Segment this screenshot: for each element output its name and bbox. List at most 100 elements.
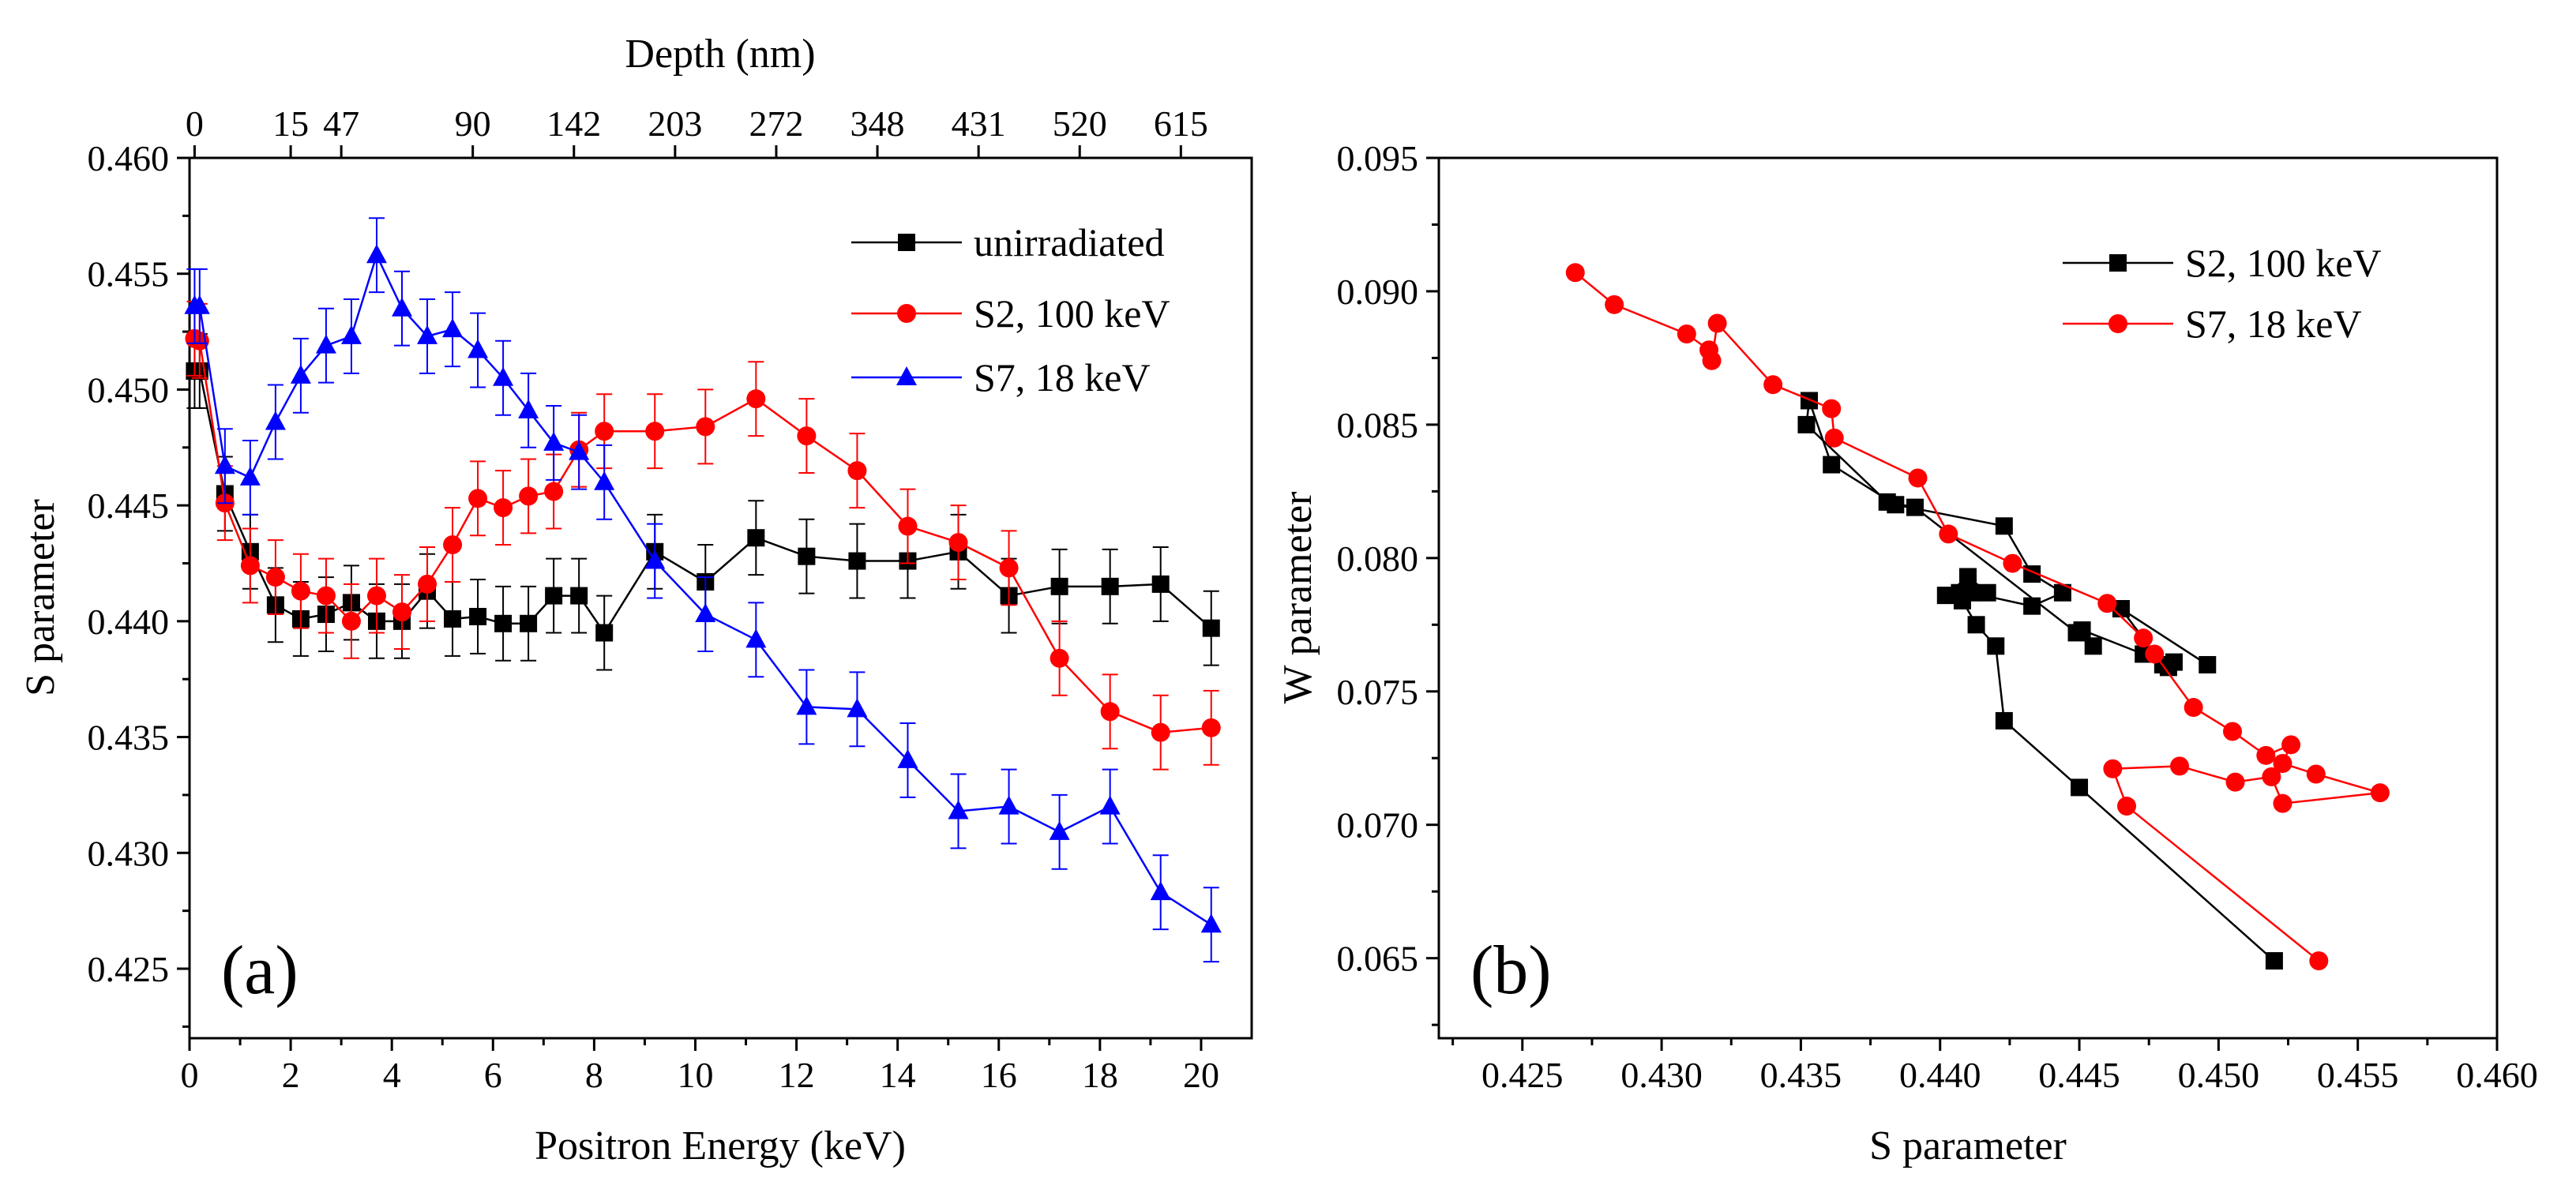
data-point [1200, 913, 1222, 933]
b-x-tick-label: 0.455 [2317, 1055, 2399, 1095]
data-point [1702, 351, 1722, 370]
data-point [695, 603, 716, 623]
data-point [848, 552, 866, 570]
data-point [595, 422, 614, 441]
data-point [2071, 778, 2089, 797]
data-point [1101, 577, 1119, 595]
data-point [443, 535, 463, 555]
data-point [1677, 324, 1696, 343]
panel-b-legend: S2, 100 keV S7, 18 keV [2063, 241, 2382, 346]
a-top-tick-label: 15 [272, 103, 309, 144]
a-x-tick-label: 12 [779, 1055, 815, 1095]
data-point [747, 529, 765, 547]
data-point [998, 795, 1020, 815]
a-x-tick-label: 16 [981, 1055, 1017, 1095]
a-top-tick-label: 348 [851, 103, 905, 144]
a-y-tick-label: 0.430 [88, 833, 170, 873]
a-x-tick-label: 20 [1183, 1055, 1219, 1095]
data-point [2273, 793, 2292, 813]
data-point [2281, 735, 2301, 755]
data-point [341, 611, 361, 631]
data-point [1878, 493, 1896, 511]
data-point [2184, 698, 2203, 718]
data-point [1050, 648, 1069, 668]
legend-label-b-s2: S2, 100 keV [2185, 241, 2382, 285]
data-point [2223, 722, 2242, 741]
data-point [897, 748, 918, 768]
b-x-tick-label: 0.430 [1620, 1055, 1703, 1095]
a-series-2 [184, 217, 1222, 963]
b-x-tick-label: 0.440 [1899, 1055, 1981, 1095]
data-point [366, 586, 386, 606]
panel-a: 0 2 4 6 8 10 12 14 16 18 20 0.425 0.430 0.435 0.440 0.4… [18, 32, 1253, 1168]
data-point [1939, 524, 1958, 544]
panel-b-ticks: 0.425 0.430 0.435 0.440 0.445 0.450 0.455 0.460… [1337, 138, 2538, 1095]
data-point [1050, 577, 1068, 595]
b-series-1 [1565, 263, 2390, 971]
data-point [2265, 952, 2283, 970]
a-y-tick-label: 0.435 [88, 718, 170, 758]
data-point [265, 568, 285, 587]
data-point [898, 516, 918, 536]
b-x-tick-label: 0.460 [2456, 1055, 2538, 1095]
data-point [392, 602, 411, 622]
a-top-tick-label: 142 [546, 103, 601, 144]
data-point [2003, 553, 2022, 573]
data-point [2273, 753, 2292, 773]
legend-label-s7: S7, 18 keV [974, 355, 1151, 399]
data-point [2145, 644, 2165, 664]
data-point [847, 698, 868, 718]
b-y-tick-label: 0.085 [1337, 405, 1419, 445]
b-y-tick-label: 0.090 [1337, 272, 1419, 312]
legend-marker-b-s2 [2109, 254, 2127, 272]
data-point [1962, 583, 1980, 602]
data-point [798, 547, 816, 565]
data-point [570, 587, 588, 605]
panel-a-y-axis-title: S parameter [18, 499, 63, 696]
data-point [2199, 655, 2217, 673]
data-point [494, 614, 513, 632]
data-point [189, 294, 210, 314]
panel-b-series [1565, 263, 2390, 971]
panel-a-top-axis-title: Depth (nm) [625, 32, 815, 77]
data-point [2256, 745, 2276, 765]
a-x-tick-label: 18 [1082, 1055, 1118, 1095]
data-point [392, 297, 412, 317]
panel-b-label: (b) [1470, 932, 1552, 1009]
a-x-tick-label: 6 [484, 1055, 502, 1095]
data-point [1707, 313, 1727, 333]
panel-a-ticks: 0 2 4 6 8 10 12 14 16 18 20 0.425 0.430 0.435 0.440 0.4… [88, 103, 1219, 1095]
a-top-tick-label: 615 [1154, 103, 1208, 144]
data-point [544, 482, 564, 501]
data-point [1201, 718, 1221, 737]
data-point [999, 558, 1019, 578]
a-top-tick-label: 431 [952, 103, 1006, 144]
data-point [1100, 702, 1120, 722]
legend-label-s2: S2, 100 keV [974, 291, 1170, 336]
data-point [2117, 797, 2136, 816]
series-line [1805, 400, 2275, 962]
panel-b-y-axis-title: W parameter [1275, 492, 1320, 704]
data-point [2103, 759, 2123, 778]
data-point [2225, 772, 2245, 792]
data-point [1978, 583, 1996, 602]
b-x-tick-label: 0.435 [1760, 1055, 1842, 1095]
a-y-tick-label: 0.460 [88, 138, 170, 178]
data-point [518, 399, 539, 418]
legend-marker-b-s7 [2108, 314, 2127, 333]
a-x-tick-label: 4 [383, 1055, 401, 1095]
data-point [696, 417, 715, 437]
a-y-tick-label: 0.440 [88, 602, 170, 642]
data-point [1801, 392, 1818, 410]
data-point [366, 244, 387, 264]
data-point [2053, 583, 2071, 602]
panel-a-series [184, 217, 1222, 963]
data-point [240, 556, 260, 576]
b-y-tick-label: 0.080 [1337, 538, 1419, 579]
data-point [316, 586, 336, 606]
panel-a-x-axis-title: Positron Energy (keV) [535, 1123, 906, 1168]
data-point [265, 411, 286, 430]
data-point [2097, 594, 2117, 613]
data-point [1995, 517, 2013, 535]
